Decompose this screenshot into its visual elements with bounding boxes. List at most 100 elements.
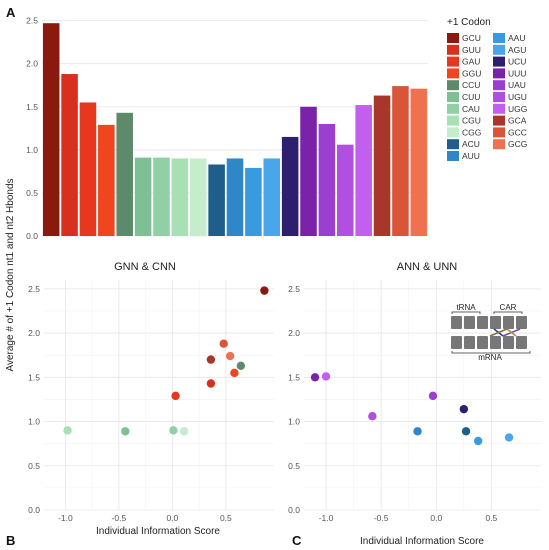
point-aau [473,436,483,446]
y-tick-label: 1.0 [288,417,300,427]
bar-series [42,23,428,237]
bar-y-tick-label: 0.5 [26,188,38,198]
bar-ucu [281,136,299,236]
legend-label-cgg: CGG [462,127,481,137]
car-bracket [493,311,523,314]
scatter-c-x-axis-title: Individual Information Score [360,536,484,547]
y-tick-label: 1.5 [288,372,300,382]
point-ccu [236,361,246,371]
bar-uuu [300,106,317,237]
scatter-b-x-axis-title: Individual Information Score [96,526,220,537]
point-gcu [260,286,269,295]
bar-y-tick-label: 1.5 [26,102,38,112]
point-ugg [321,372,331,381]
bar-aau [245,167,262,236]
legend-label-gcu: GCU [462,33,481,43]
y-tick-label: 2.0 [28,328,40,338]
scatter-c-ticks: 0.0 0.5 1.0 1.5 2.0 2.5 -1.0 -0.5 0.0 0.5 [288,284,497,523]
point-gau [171,391,180,401]
legend-label-cau: CAU [462,104,480,114]
legend-label-uuu: UUU [508,68,526,78]
nucleotide-block [503,336,514,349]
bar-cau [153,157,170,236]
legend-swatch-acu [447,139,459,150]
x-tick-label: 0.5 [220,513,232,523]
nucleotide-block [490,336,501,349]
bar-ccu [116,112,133,236]
scatter-b-points [63,286,269,436]
y-tick-label: 0.0 [28,505,40,515]
y-tick-label: 2.5 [28,284,40,294]
legend-swatch-cgu [447,115,459,126]
legend-swatch-gcu [447,33,459,43]
bar-y-tick-label: 1.0 [26,145,38,155]
legend-swatch-gcg [493,139,505,150]
legend-swatch-cau [447,103,459,114]
nucleotide-block [464,316,475,329]
scatter-b-grid [44,280,274,511]
legend-label-ucu: UCU [508,57,526,67]
point-ucu [459,404,469,414]
legend-swatch-aau [493,33,505,43]
y-tick-label: 0.5 [288,461,300,471]
panel-letter-a: A [6,5,16,20]
car-label: CAR [500,303,517,312]
point-auu [413,427,422,436]
point-gcc [219,339,228,348]
nucleotide-block [490,316,501,329]
bar-uau [318,124,336,236]
panel-letter-b: B [6,533,15,548]
y-tick-label: 1.5 [28,372,40,382]
legend-title: +1 Codon [447,17,491,28]
legend-swatch-agu [493,44,505,55]
nucleotide-block [516,336,527,349]
x-tick-label: 0.0 [430,513,442,523]
bar-y-ticks: 0.0 0.5 1.0 1.5 2.0 2.5 [26,16,38,241]
nucleotide-block [477,336,488,349]
legend-label-auu: AUU [462,151,480,161]
legend-swatch-ucu [493,56,505,67]
y-tick-label: 2.0 [288,328,300,338]
legend-label-cgu: CGU [462,116,481,126]
mrna-label: mRNA [478,353,502,362]
point-acu [461,427,471,436]
y-tick-label: 1.0 [28,417,40,427]
bar-gau [79,102,97,236]
bar-gcu [42,23,60,237]
bar-auu [226,158,244,236]
legend-label-ugg: UGG [508,104,527,114]
x-tick-label: -0.5 [112,513,127,523]
point-cgu [63,426,72,435]
nucleotide-block [464,336,475,349]
bar-gca [373,95,391,236]
legend-label-agu: AGU [508,45,526,55]
bar-gcc [392,86,409,236]
legend-label-gcg: GCG [508,139,527,149]
scatter-c-title: ANN & UNN [397,261,458,273]
scatter-panel-gnn-cnn: 0.0 0.5 1.0 1.5 2.0 2.5 -1.0 -0.5 0.0 0.5 [28,280,274,523]
x-tick-label: 0.5 [485,513,497,523]
legend-swatch-auu [447,151,459,161]
legend-swatch-uuu [493,68,505,79]
bar-gcg [410,88,428,236]
nucleotide-block [451,336,462,349]
legend-swatch-gcc [493,127,505,138]
point-agu [504,433,514,442]
bar-chart-panel: 0.0 0.5 1.0 1.5 2.0 2.5 [26,16,428,241]
trna-bracket [451,311,481,314]
y-axis-title: Average # of +1 Codon nt1 and nt2 Hbonds [5,178,16,371]
bar-y-tick-label: 0.0 [26,231,38,241]
y-tick-label: 0.5 [28,461,40,471]
point-gcg [225,351,235,361]
point-uuu [310,373,320,382]
x-tick-label: -1.0 [319,513,334,523]
trna-label: tRNA [456,303,476,312]
legend-swatch-ccu [447,80,459,91]
legend-swatch-gca [493,115,505,126]
point-ggu [230,368,239,378]
bar-ggu [98,124,115,236]
point-ugu [368,412,377,421]
legend-label-gcc: GCC [508,127,527,137]
bar-acu [208,164,225,236]
